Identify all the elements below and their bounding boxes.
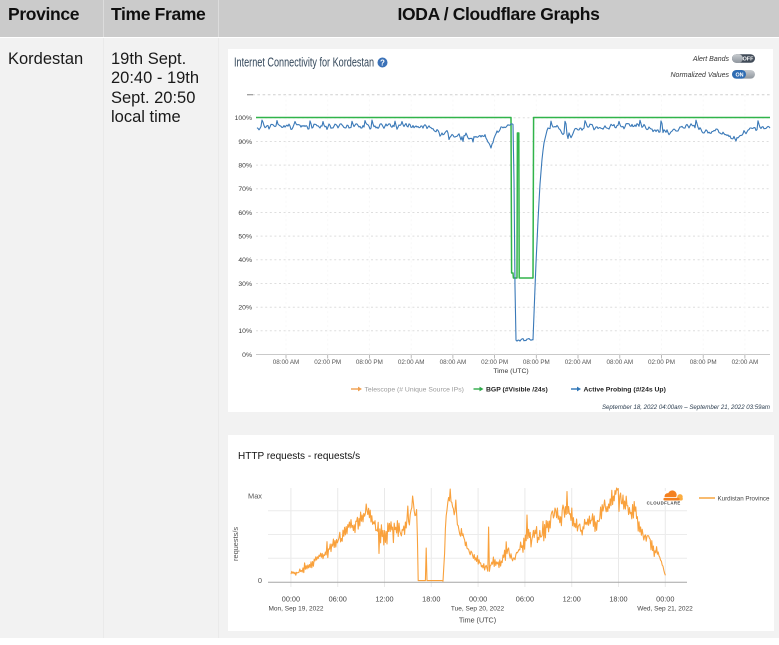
svg-text:00:00: 00:00 <box>469 595 487 604</box>
svg-text:12:00: 12:00 <box>375 595 393 604</box>
svg-text:02:00 PM: 02:00 PM <box>314 359 341 366</box>
svg-text:September 18, 2022 04:00am – S: September 18, 2022 04:00am – September 2… <box>602 404 770 411</box>
svg-text:30%: 30% <box>238 281 252 288</box>
svg-text:Mon, Sep 19, 2022: Mon, Sep 19, 2022 <box>269 606 324 613</box>
svg-text:80%: 80% <box>238 163 252 170</box>
svg-text:02:00 PM: 02:00 PM <box>648 359 675 366</box>
svg-text:20%: 20% <box>238 305 252 312</box>
svg-text:06:00: 06:00 <box>516 595 534 604</box>
svg-text:40%: 40% <box>238 257 252 264</box>
svg-text:06:00: 06:00 <box>329 595 347 604</box>
svg-text:HTTP requests - requests/s: HTTP requests - requests/s <box>238 451 360 462</box>
svg-text:Time (UTC): Time (UTC) <box>459 616 496 625</box>
svg-text:Internet Connectivity for Kord: Internet Connectivity for Kordestan <box>234 56 374 70</box>
svg-text:00:00: 00:00 <box>282 595 300 604</box>
svg-text:08:00 AM: 08:00 AM <box>606 359 633 366</box>
svg-text:02:00 AM: 02:00 AM <box>732 359 759 366</box>
svg-text:08:00 PM: 08:00 PM <box>690 359 717 366</box>
svg-text:02:00 AM: 02:00 AM <box>398 359 425 366</box>
svg-text:0: 0 <box>258 576 262 585</box>
svg-text:02:00 PM: 02:00 PM <box>481 359 508 366</box>
svg-text:CLOUDFLARE: CLOUDFLARE <box>647 501 681 506</box>
svg-text:08:00 PM: 08:00 PM <box>356 359 383 366</box>
svg-text:requests/s: requests/s <box>231 527 240 561</box>
svg-text:Kurdistan Province: Kurdistan Province <box>718 495 770 502</box>
svg-text:02:00 AM: 02:00 AM <box>565 359 592 366</box>
svg-text:18:00: 18:00 <box>422 595 440 604</box>
svg-text:Tue, Sep 20, 2022: Tue, Sep 20, 2022 <box>451 606 505 613</box>
svg-text:Alert Bands: Alert Bands <box>692 56 730 63</box>
svg-text:Telescope (# Unique Source IPs: Telescope (# Unique Source IPs) <box>365 386 464 393</box>
svg-text:Time (UTC): Time (UTC) <box>493 368 528 375</box>
svg-text:12:00: 12:00 <box>563 595 581 604</box>
svg-text:Normalized Values: Normalized Values <box>671 72 730 79</box>
svg-text:90%: 90% <box>238 139 252 146</box>
svg-text:100%: 100% <box>235 115 252 122</box>
svg-text:08:00 AM: 08:00 AM <box>273 359 300 366</box>
svg-text:0%: 0% <box>242 352 252 359</box>
svg-text:70%: 70% <box>238 186 252 193</box>
svg-text:OFF: OFF <box>743 57 754 63</box>
svg-text:Max: Max <box>248 492 262 501</box>
svg-text:Wed, Sep 21, 2022: Wed, Sep 21, 2022 <box>637 606 693 613</box>
svg-text:Active Probing (#/24s Up): Active Probing (#/24s Up) <box>584 386 666 393</box>
svg-text:00:00: 00:00 <box>656 595 674 604</box>
svg-text:BGP (#Visible /24s): BGP (#Visible /24s) <box>486 386 548 393</box>
svg-text:50%: 50% <box>238 234 252 241</box>
svg-text:10%: 10% <box>238 328 252 335</box>
svg-text:18:00: 18:00 <box>609 595 627 604</box>
svg-text:?: ? <box>380 58 385 67</box>
svg-text:ON: ON <box>735 72 743 78</box>
svg-text:08:00 AM: 08:00 AM <box>440 359 467 366</box>
svg-text:08:00 PM: 08:00 PM <box>523 359 550 366</box>
svg-text:60%: 60% <box>238 210 252 217</box>
